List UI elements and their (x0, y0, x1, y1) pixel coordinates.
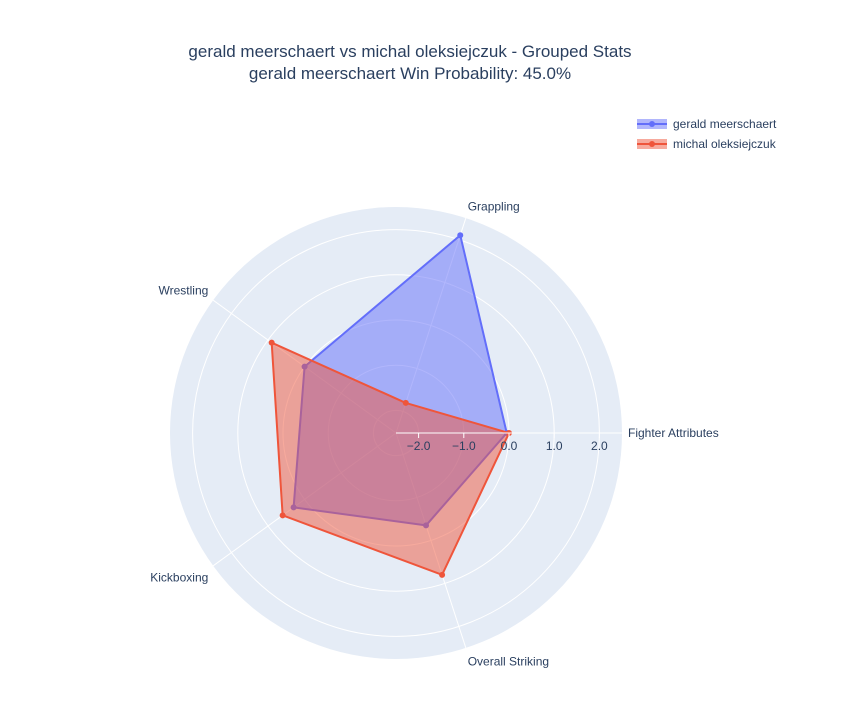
radial-axis: −2.0 −1.0 0.0 1.0 2.0 (396, 432, 622, 453)
point-series-1-3[interactable] (268, 339, 275, 346)
point-series-0-4[interactable] (457, 232, 464, 239)
legend-swatch-0 (637, 118, 667, 130)
category-label-4: Grappling (468, 199, 520, 213)
category-label-2: Kickboxing (150, 570, 208, 584)
radial-tick-label-1: −1.0 (452, 439, 476, 453)
point-series-1-4[interactable] (402, 399, 409, 406)
legend-swatch-1 (637, 138, 667, 150)
angular-axis: Fighter Attributes Overall Striking Kickbo… (150, 199, 718, 668)
series-area-1 (270, 341, 510, 576)
radial-tick-label-2: 0.0 (501, 439, 518, 453)
point-series-1-1[interactable] (439, 571, 446, 578)
chart-title: gerald meerschaert vs michal oleksiejczu… (188, 42, 632, 61)
legend[interactable]: gerald meerschaert michal oleksiejczuk (637, 114, 776, 154)
radial-tick-label-3: 1.0 (546, 439, 563, 453)
category-label-1: Overall Striking (468, 655, 549, 669)
series-layer (268, 232, 512, 578)
chart-subtitle: gerald meerschaert Win Probability: 45.0… (248, 64, 572, 83)
radial-tick-label-0: −2.0 (407, 439, 431, 453)
category-label-0: Fighter Attributes (628, 426, 719, 440)
legend-label-1: michal oleksiejczuk (673, 137, 776, 151)
legend-item-series-1[interactable]: michal oleksiejczuk (637, 134, 776, 154)
legend-item-series-0[interactable]: gerald meerschaert (637, 114, 776, 134)
radial-tick-label-4: 2.0 (591, 439, 608, 453)
category-label-3: Wrestling (159, 284, 209, 298)
point-series-1-2[interactable] (279, 512, 286, 519)
legend-label-0: gerald meerschaert (673, 117, 777, 131)
